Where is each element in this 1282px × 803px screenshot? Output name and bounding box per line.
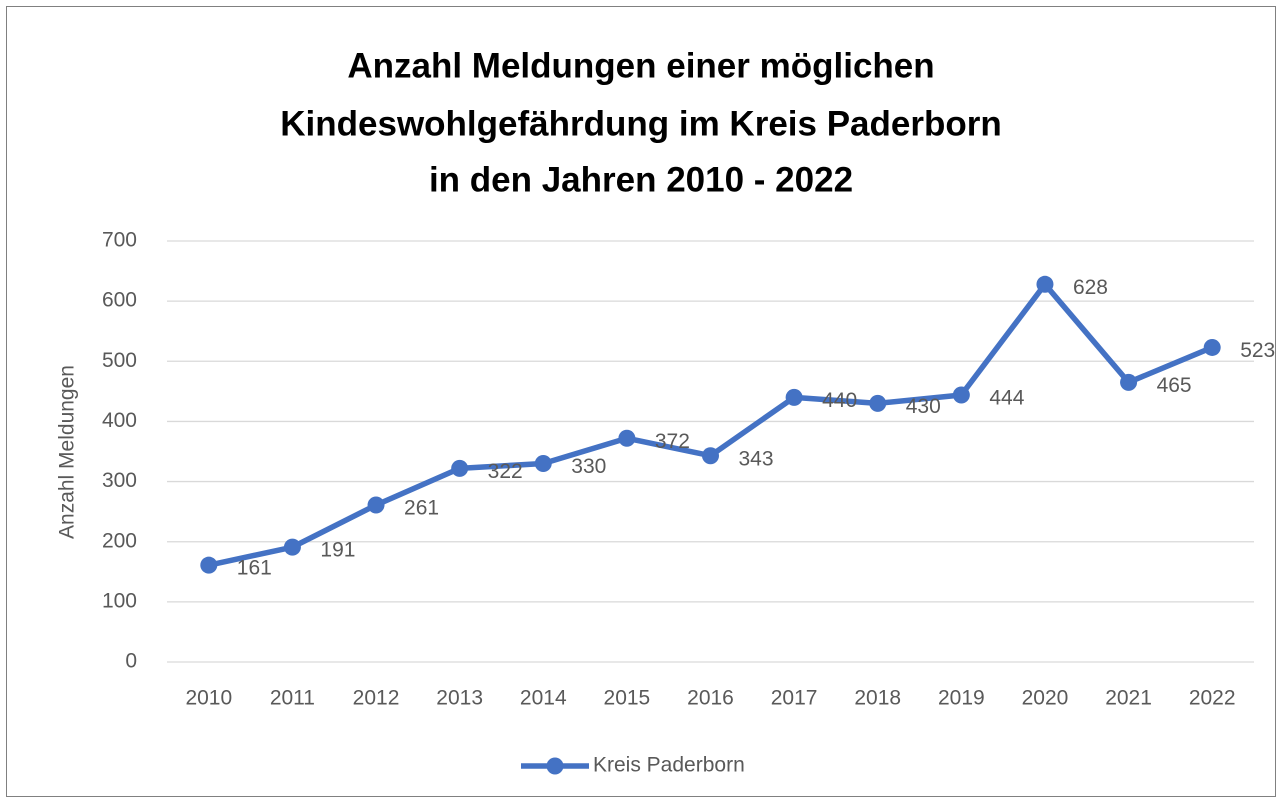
x-tick-label: 2021	[1105, 687, 1152, 710]
data-label: 161	[237, 557, 272, 580]
y-tick-label: 500	[102, 349, 137, 372]
y-tick-label: 200	[102, 529, 137, 552]
data-label: 444	[989, 387, 1024, 410]
data-label: 372	[655, 430, 690, 453]
x-tick-label: 2015	[604, 687, 651, 710]
data-label: 440	[822, 389, 857, 412]
legend-marker	[546, 757, 564, 775]
data-label: 191	[320, 539, 355, 562]
x-tick-label: 2010	[185, 687, 232, 710]
data-label: 523	[1240, 339, 1275, 362]
y-tick-label: 100	[102, 589, 137, 612]
y-tick-label: 600	[102, 289, 137, 312]
x-tick-label: 2013	[436, 687, 483, 710]
point	[1203, 338, 1221, 356]
x-tick-label: 2022	[1189, 687, 1236, 710]
point	[618, 429, 636, 447]
y-tick-label: 0	[125, 650, 137, 673]
y-tick-label: 400	[102, 409, 137, 432]
data-label: 322	[488, 460, 523, 483]
chart-border	[6, 6, 1276, 797]
data-label: 465	[1157, 374, 1192, 397]
point	[200, 556, 218, 574]
y-axis-label: Anzahl Meldungen	[56, 365, 79, 539]
legend-label: Kreis Paderborn	[593, 754, 745, 777]
data-label: 330	[571, 455, 606, 478]
x-tick-label: 2011	[270, 687, 315, 710]
y-tick-label: 700	[102, 229, 137, 252]
point	[869, 394, 887, 412]
data-label: 343	[739, 447, 774, 470]
x-tick-label: 2020	[1022, 687, 1069, 710]
chart-title: in den Jahren 2010 - 2022	[429, 160, 853, 199]
data-label: 430	[906, 395, 941, 418]
x-tick-label: 2016	[687, 687, 734, 710]
point	[283, 538, 301, 556]
chart-title: Kindeswohlgefährdung im Kreis Paderborn	[280, 104, 1001, 143]
point	[451, 459, 469, 477]
x-tick-label: 2017	[771, 687, 818, 710]
data-label: 628	[1073, 276, 1108, 299]
x-tick-label: 2019	[938, 687, 985, 710]
point	[785, 388, 803, 406]
chart-title: Anzahl Meldungen einer möglichen	[347, 46, 934, 85]
x-tick-label: 2018	[854, 687, 901, 710]
x-tick-label: 2014	[520, 687, 567, 710]
y-tick-label: 300	[102, 469, 137, 492]
data-label: 261	[404, 497, 439, 520]
point	[367, 496, 385, 514]
point	[1120, 373, 1138, 391]
point	[702, 447, 719, 465]
point	[534, 455, 552, 473]
point	[952, 386, 970, 404]
x-tick-label: 2012	[353, 687, 400, 710]
point	[1036, 275, 1054, 293]
